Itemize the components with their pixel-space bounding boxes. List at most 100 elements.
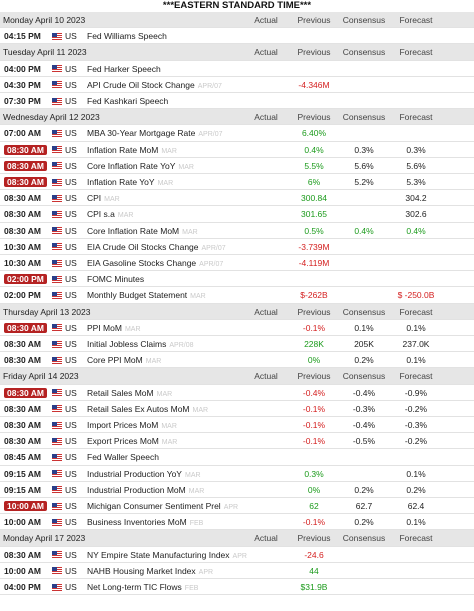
event-period: MAR <box>188 487 205 495</box>
event-period: MAR <box>182 228 198 236</box>
event-row: 09:15 AM US Industrial Production YoY MAR 0.… <box>0 466 474 482</box>
event-time: 08:30 AM <box>4 549 42 560</box>
forecast-value: 0.1% <box>406 322 426 333</box>
column-header: Actual <box>254 112 278 123</box>
event-name: NY Empire State Manufacturing Index APR <box>87 549 247 560</box>
event-time: 04:15 PM <box>4 31 41 42</box>
day-label: Monday April 10 2023 <box>3 15 86 25</box>
event-period: MAR <box>157 180 174 187</box>
event-time: 08:30 AM <box>4 355 42 366</box>
event-name: Initial Jobless Claims APR/08 <box>87 339 194 349</box>
country: US <box>65 549 77 560</box>
event-row: 08:30 AM US NY Empire State Manufacturing … <box>0 547 474 563</box>
event-row: 08:30 AM US Core PPI MoM MAR 0% 0.2% 0.1% <box>0 352 474 369</box>
event-row: 07:00 AM US MBA 30-Year Mortgage Rate APR/0… <box>0 125 474 142</box>
country-flag <box>52 583 62 591</box>
event-period: MAR <box>190 293 206 301</box>
event-name: FOMC Minutes <box>87 274 145 285</box>
event-name: EIA Crude Oil Stocks Change APR/07 <box>87 241 226 252</box>
event-name: Inflation Rate YoY MAR <box>87 177 174 187</box>
event-time: 10:00 AM <box>4 517 42 528</box>
country: US <box>65 258 77 268</box>
consensus-value: 0.4% <box>354 225 374 236</box>
event-time: 02:00 PM <box>4 290 41 301</box>
country-flag <box>52 32 62 40</box>
country: US <box>65 565 77 576</box>
country-flag <box>52 243 62 251</box>
event-name: MBA 30-Year Mortgage Rate APR/07 <box>87 128 223 139</box>
country-flag <box>52 389 62 397</box>
column-header: Previous <box>297 47 331 58</box>
country: US <box>65 452 77 463</box>
previous-value: 228K <box>304 339 324 349</box>
event-row: 09:15 AM US Industrial Production MoM MAR 0%… <box>0 482 474 498</box>
country-flag <box>52 551 62 559</box>
country: US <box>65 582 77 592</box>
event-row: 04:00 PM US Net Long-term TIC Flows FEB $31.… <box>0 579 474 596</box>
event-name: Core PPI MoM MAR <box>87 355 162 366</box>
country-flag <box>52 81 62 89</box>
event-name: Monthly Budget Statement MAR <box>87 290 206 301</box>
event-period: APR/08 <box>169 342 194 349</box>
country: US <box>65 31 77 42</box>
country-flag <box>52 65 62 73</box>
event-period: MAR <box>192 406 209 414</box>
consensus-value: 0.2% <box>354 355 374 366</box>
event-period: MAR <box>161 147 177 155</box>
column-header: Consensus <box>342 47 386 58</box>
day-header: Monday April 17 2023 Actual Previous Consen… <box>0 530 474 547</box>
country: US <box>65 355 77 366</box>
column-header: Actual <box>254 533 278 544</box>
event-time: 09:15 AM <box>4 484 42 495</box>
event-row: 04:15 PM US Fed Williams Speech <box>0 28 474 45</box>
event-name: PPI MoM MAR <box>87 322 141 333</box>
column-header: Forecast <box>399 47 433 58</box>
previous-value: 62 <box>309 501 319 511</box>
event-row: 08:30 AM US Retail Sales Ex Autos MoM MAR -0… <box>0 401 474 417</box>
previous-value: $31.9B <box>300 582 328 592</box>
country-flag <box>52 470 62 478</box>
event-period: MAR <box>117 212 134 220</box>
column-header: Actual <box>254 15 278 25</box>
country: US <box>65 177 77 187</box>
consensus-value: -0.4% <box>352 387 376 398</box>
event-row: 08:30 AM US CPI s.a MAR 301.65 302.6 <box>0 206 474 223</box>
column-header: Forecast <box>399 15 433 25</box>
column-header: Forecast <box>399 371 433 382</box>
event-period: MAR <box>104 196 120 204</box>
previous-value: -4.346M <box>298 79 330 90</box>
previous-value: -3.739M <box>298 241 330 252</box>
forecast-value: 0.3% <box>406 144 426 155</box>
event-time: 08:30 AM <box>4 225 42 236</box>
event-name: Export Prices MoM MAR <box>87 436 178 447</box>
event-name: Michigan Consumer Sentiment Prel APR <box>87 501 239 511</box>
day-label: Tuesday April 11 2023 <box>3 47 87 58</box>
event-name: Fed Kashkari Speech <box>87 96 169 106</box>
event-row: 08:30 AM US Core Inflation Rate YoY MAR 5.5%… <box>0 158 474 174</box>
event-period: APR/07 <box>198 131 223 139</box>
event-time: 08:30 AM <box>4 144 48 155</box>
country-flag <box>52 340 62 348</box>
event-row: 02:00 PM US Monthly Budget Statement MAR $-2… <box>0 287 474 304</box>
country: US <box>65 517 77 528</box>
forecast-value: 0.2% <box>406 484 426 495</box>
event-row: 08:30 AM US Inflation Rate MoM MAR 0.4% 0.3% 0… <box>0 142 474 158</box>
consensus-value: 5.6% <box>354 160 374 171</box>
event-row: 08:30 AM US Initial Jobless Claims APR/08 22… <box>0 336 474 353</box>
event-name: Fed Waller Speech <box>87 452 159 463</box>
country-flag <box>52 259 62 267</box>
event-name: Retail Sales MoM MAR <box>87 387 173 398</box>
event-period: MAR <box>161 423 177 430</box>
event-period: APR/07 <box>197 82 222 90</box>
column-header: Previous <box>297 112 331 123</box>
forecast-value: 0.1% <box>406 355 426 366</box>
column-header: Previous <box>297 306 331 317</box>
previous-value: -0.1% <box>302 436 326 447</box>
country-flag <box>52 275 62 283</box>
day-header: Wednesday April 12 2023 Actual Previous Con… <box>0 109 474 126</box>
country: US <box>65 193 77 204</box>
event-name: Industrial Production MoM MAR <box>87 484 205 495</box>
country: US <box>65 63 77 74</box>
event-name: EIA Gasoline Stocks Change APR/07 <box>87 258 224 268</box>
